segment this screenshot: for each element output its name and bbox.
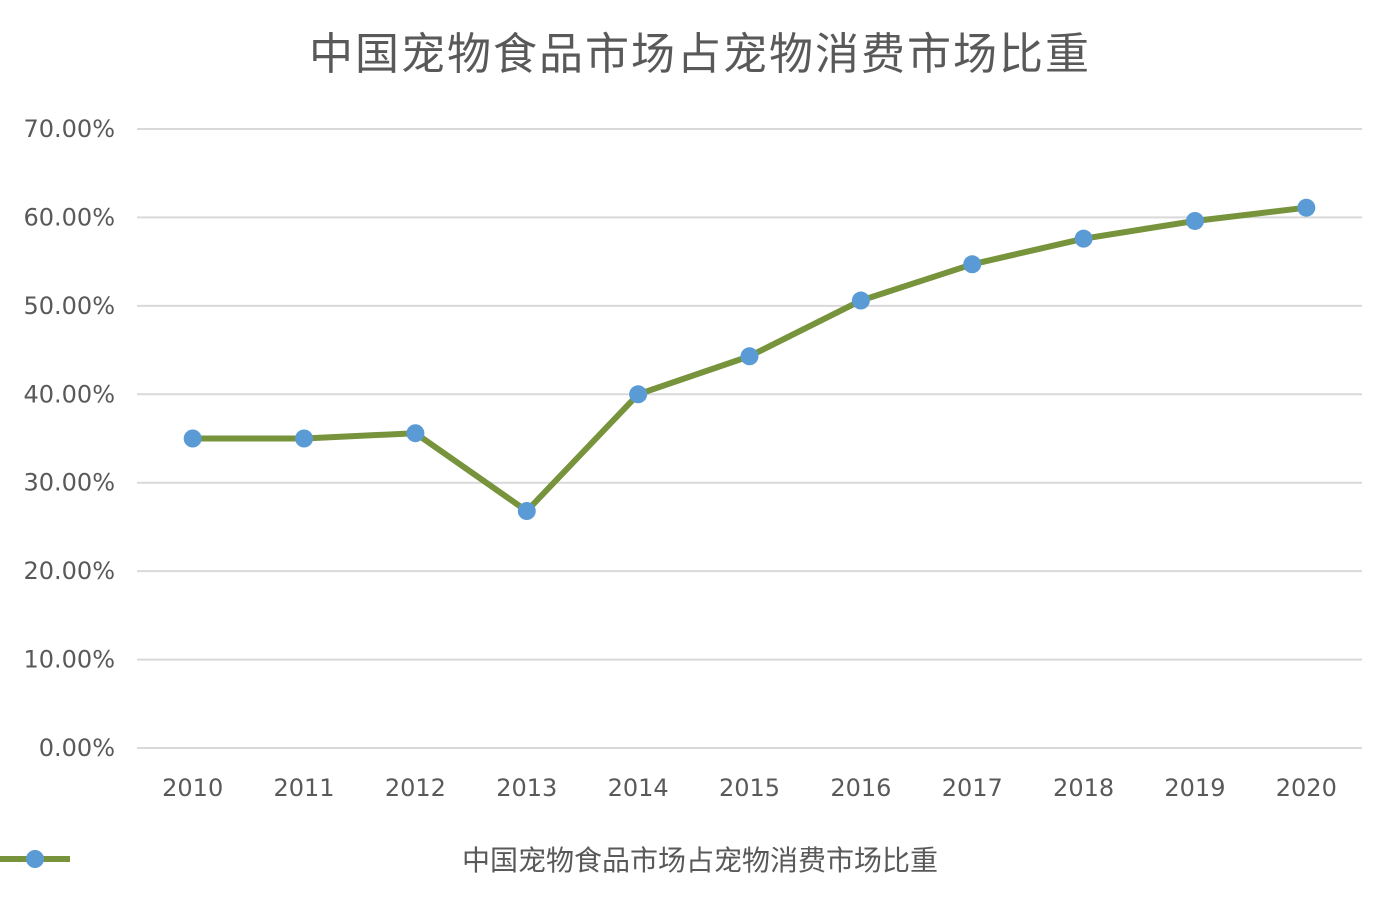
- x-tick-label: 2017: [942, 774, 1003, 802]
- data-point: [406, 424, 425, 443]
- data-point: [740, 347, 759, 366]
- x-tick-label: 2014: [608, 774, 669, 802]
- x-tick-label: 2015: [719, 774, 780, 802]
- y-tick-label: 70.00%: [23, 115, 115, 143]
- y-tick-label: 50.00%: [23, 292, 115, 320]
- y-tick-label: 60.00%: [23, 203, 115, 231]
- x-tick-label: 2012: [385, 774, 446, 802]
- data-point: [963, 255, 982, 274]
- gridlines: [137, 128, 1362, 749]
- y-tick-label: 30.00%: [23, 469, 115, 497]
- x-tick-label: 2013: [496, 774, 557, 802]
- data-point: [295, 429, 314, 448]
- data-point: [517, 502, 536, 521]
- x-tick-label: 2018: [1053, 774, 1114, 802]
- data-point: [1074, 229, 1093, 248]
- data-point: [1185, 211, 1204, 230]
- x-tick-label: 2020: [1276, 774, 1337, 802]
- y-axis-ticks: 0.00% 10.00% 20.00% 30.00% 40.00% 50.00% 60.00…: [23, 115, 115, 762]
- series-markers: [183, 198, 1316, 521]
- x-tick-label: 2019: [1164, 774, 1225, 802]
- data-point: [1297, 198, 1316, 217]
- y-tick-label: 0.00%: [39, 734, 115, 762]
- legend: 中国宠物食品市场占宠物消费市场比重: [0, 836, 1400, 882]
- x-tick-label: 2011: [274, 774, 335, 802]
- legend-label: 中国宠物食品市场占宠物消费市场比重: [461, 844, 938, 877]
- legend-swatch: [0, 850, 70, 868]
- data-point: [629, 385, 648, 404]
- x-tick-label: 2010: [162, 774, 223, 802]
- y-tick-label: 10.00%: [23, 646, 115, 674]
- y-tick-label: 40.00%: [23, 380, 115, 408]
- data-point: [851, 291, 870, 310]
- data-point: [183, 429, 202, 448]
- y-tick-label: 20.00%: [23, 557, 115, 585]
- chart-title: 中国宠物食品市场占宠物消费市场比重: [309, 29, 1091, 80]
- x-tick-label: 2016: [830, 774, 891, 802]
- x-axis-ticks: 2010 2011 2012 2013 2014 2015 2016 2017 2018 2019…: [162, 774, 1337, 802]
